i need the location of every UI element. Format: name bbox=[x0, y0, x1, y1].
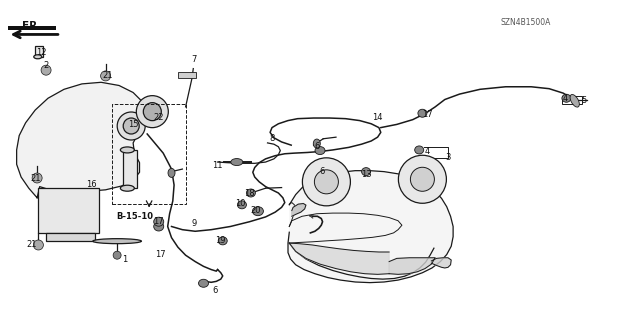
Polygon shape bbox=[288, 171, 453, 283]
Polygon shape bbox=[17, 82, 146, 198]
Polygon shape bbox=[289, 243, 389, 274]
Ellipse shape bbox=[198, 279, 209, 287]
Ellipse shape bbox=[231, 159, 243, 166]
Ellipse shape bbox=[418, 109, 427, 117]
Ellipse shape bbox=[362, 167, 371, 176]
Text: 3: 3 bbox=[445, 153, 451, 162]
Polygon shape bbox=[292, 204, 306, 216]
Text: 5: 5 bbox=[581, 96, 586, 105]
Circle shape bbox=[410, 167, 435, 191]
Text: FR.: FR. bbox=[22, 21, 42, 31]
Bar bbox=[112, 104, 186, 204]
Polygon shape bbox=[431, 258, 451, 268]
Text: 2: 2 bbox=[44, 61, 49, 70]
Ellipse shape bbox=[315, 146, 325, 155]
Bar bbox=[38, 188, 99, 233]
Text: 22: 22 bbox=[154, 113, 164, 122]
Text: 19: 19 bbox=[216, 236, 226, 245]
Text: 4: 4 bbox=[563, 94, 568, 103]
Text: B-15-10: B-15-10 bbox=[116, 212, 153, 221]
Text: 4: 4 bbox=[425, 147, 430, 156]
Ellipse shape bbox=[113, 251, 121, 259]
Ellipse shape bbox=[562, 94, 571, 102]
Circle shape bbox=[143, 103, 161, 121]
Ellipse shape bbox=[120, 147, 134, 153]
Ellipse shape bbox=[168, 168, 175, 177]
Text: 21: 21 bbox=[102, 71, 113, 80]
Circle shape bbox=[33, 240, 44, 250]
Bar bbox=[8, 26, 56, 30]
Circle shape bbox=[398, 155, 447, 203]
Text: 16: 16 bbox=[86, 180, 97, 189]
Ellipse shape bbox=[252, 207, 264, 216]
Text: 8: 8 bbox=[269, 134, 275, 143]
Text: 7: 7 bbox=[191, 56, 196, 64]
Circle shape bbox=[302, 158, 351, 206]
Ellipse shape bbox=[93, 239, 141, 244]
Text: 1: 1 bbox=[122, 256, 127, 264]
Ellipse shape bbox=[154, 222, 164, 231]
Polygon shape bbox=[389, 258, 435, 274]
FancyArrowPatch shape bbox=[309, 215, 314, 218]
Ellipse shape bbox=[246, 189, 255, 197]
Text: 6: 6 bbox=[319, 167, 324, 176]
Text: 21: 21 bbox=[30, 174, 40, 182]
Text: 14: 14 bbox=[372, 113, 383, 122]
Bar bbox=[562, 96, 582, 104]
Ellipse shape bbox=[154, 217, 164, 226]
Text: 10: 10 bbox=[235, 199, 245, 208]
Text: 6: 6 bbox=[212, 286, 218, 295]
Circle shape bbox=[117, 112, 145, 140]
Text: 18: 18 bbox=[244, 189, 255, 198]
Circle shape bbox=[123, 118, 140, 134]
Text: 13: 13 bbox=[361, 170, 371, 179]
Bar bbox=[178, 72, 196, 78]
Text: 21: 21 bbox=[27, 241, 37, 249]
Text: 17: 17 bbox=[155, 250, 165, 259]
Circle shape bbox=[41, 65, 51, 75]
Ellipse shape bbox=[218, 237, 227, 245]
Text: 6: 6 bbox=[314, 142, 319, 151]
Text: 9: 9 bbox=[191, 219, 196, 228]
Bar bbox=[46, 233, 95, 241]
Ellipse shape bbox=[237, 201, 246, 209]
Text: 11: 11 bbox=[212, 161, 223, 170]
Bar bbox=[123, 150, 137, 188]
Ellipse shape bbox=[415, 146, 424, 154]
Ellipse shape bbox=[570, 94, 579, 107]
Ellipse shape bbox=[314, 139, 320, 148]
Ellipse shape bbox=[34, 55, 42, 59]
Circle shape bbox=[136, 96, 168, 128]
Text: 17: 17 bbox=[422, 110, 433, 119]
Circle shape bbox=[314, 170, 339, 194]
Ellipse shape bbox=[120, 185, 134, 191]
Text: 20: 20 bbox=[251, 206, 261, 215]
Circle shape bbox=[32, 173, 42, 183]
Text: 12: 12 bbox=[36, 48, 47, 57]
Circle shape bbox=[100, 71, 111, 81]
Text: 17: 17 bbox=[154, 217, 164, 226]
Text: 15: 15 bbox=[128, 120, 138, 129]
Bar bbox=[35, 46, 44, 57]
Text: SZN4B1500A: SZN4B1500A bbox=[501, 19, 551, 27]
